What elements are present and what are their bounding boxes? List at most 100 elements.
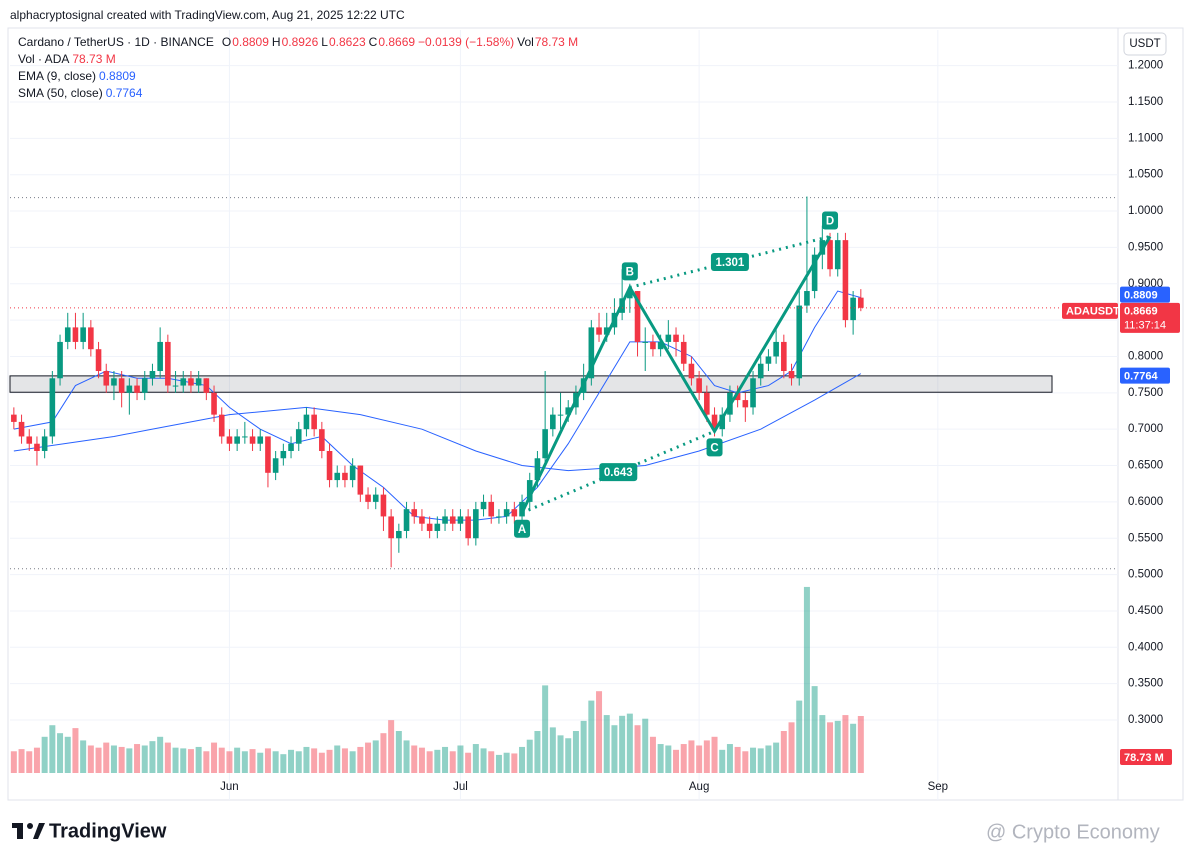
volume-bar <box>842 715 849 773</box>
candle-body <box>542 429 548 459</box>
volume-bar <box>634 725 641 773</box>
volume-bar <box>726 744 733 773</box>
candle-body <box>88 327 94 350</box>
x-tick-label: Sep <box>928 781 948 793</box>
volume-bar <box>773 742 780 773</box>
volume-bar <box>649 736 656 773</box>
legend-ema: EMA (9, close) 0.8809 <box>18 68 581 85</box>
volume-bar <box>719 749 726 773</box>
volume-bar <box>226 751 233 773</box>
candle-body <box>449 516 456 524</box>
volume-bar <box>734 746 741 773</box>
footer-logo: TradingView <box>49 820 167 842</box>
volume-bar <box>711 736 718 773</box>
volume-bar <box>542 685 549 773</box>
currency-button[interactable] <box>1123 32 1167 56</box>
sma-value: 0.7764 <box>105 86 143 100</box>
y-tick-label: 0.6500 <box>1128 460 1163 472</box>
volume-bar <box>472 744 479 773</box>
candle-body <box>788 371 795 379</box>
candle-body <box>642 341 649 343</box>
y-tick-label: 0.3500 <box>1128 678 1163 690</box>
volume-bar <box>110 745 117 773</box>
volume-bar <box>657 744 664 773</box>
candle-body <box>157 341 163 372</box>
candle-body <box>734 392 741 401</box>
candle-body <box>141 378 148 393</box>
candle-body <box>242 436 248 438</box>
ema-name: EMA (9, close) <box>18 69 97 83</box>
candle-body <box>834 240 841 270</box>
candle-body <box>172 385 179 387</box>
volume-bar <box>495 754 502 773</box>
volume-bar <box>64 736 71 773</box>
y-tick-label: 0.4000 <box>1128 641 1163 653</box>
ohlc-value: 0.8926 <box>281 35 319 49</box>
candle-body <box>18 421 25 437</box>
y-tick-label: 0.5000 <box>1128 569 1163 581</box>
volume-bar <box>426 751 433 773</box>
volume-tag-box <box>1120 749 1172 765</box>
volume-bar <box>696 745 703 773</box>
candle-body <box>603 327 610 335</box>
candle-body <box>57 341 63 379</box>
candle-body <box>34 443 40 451</box>
candle-body <box>118 378 125 393</box>
y-tick-label: 1.1000 <box>1128 132 1163 144</box>
candle-body <box>519 501 525 517</box>
volume-bar <box>195 746 202 773</box>
candle-body <box>126 385 133 393</box>
sma-line <box>13 373 862 472</box>
ema-line <box>13 290 861 521</box>
volume-bar <box>673 749 680 773</box>
volume-bar <box>26 751 33 773</box>
volume-bar <box>172 747 179 773</box>
candle-body <box>496 516 502 518</box>
candle-body <box>850 297 856 321</box>
volume-bar <box>418 747 425 773</box>
volume-bar <box>357 746 364 773</box>
candle-body <box>557 414 564 416</box>
volume-bar <box>157 736 164 773</box>
volume-bar <box>249 749 256 773</box>
legend-main: Cardano / TetherUS · 1D · BINANCE O0.8809… <box>18 34 581 51</box>
legend: Cardano / TetherUS · 1D · BINANCE O0.8809… <box>18 34 581 102</box>
volume-bar <box>33 747 40 773</box>
candle-body <box>665 334 672 342</box>
candle-body <box>473 509 479 539</box>
candle-body <box>165 341 171 386</box>
volume-bar <box>526 739 533 773</box>
candle-body <box>95 349 102 372</box>
candle-body <box>311 414 317 430</box>
candle-body <box>634 291 641 342</box>
x-tick-label: Aug <box>689 781 709 793</box>
volume-bar <box>372 740 379 773</box>
volume-bar <box>141 745 148 773</box>
candle-body <box>688 363 695 379</box>
volume-bar <box>811 686 818 773</box>
volume-bar <box>665 745 672 773</box>
volume-bar <box>642 718 649 773</box>
volume-bar <box>403 740 410 773</box>
currency-label: USDT <box>1129 38 1160 50</box>
candle-body <box>596 327 602 335</box>
symbol-tag-box <box>1062 302 1118 319</box>
candle-body <box>565 407 572 415</box>
volume-bar <box>788 722 795 773</box>
volume-bar <box>257 752 264 773</box>
candle-body <box>719 414 726 430</box>
candle-body <box>357 465 364 495</box>
candle-body <box>403 509 410 531</box>
candle-body <box>380 494 387 517</box>
point-label: B <box>626 266 634 278</box>
volume-bar <box>511 753 518 773</box>
volume-bar <box>827 722 834 773</box>
candle-body <box>480 501 487 510</box>
volume-bar <box>388 720 395 773</box>
volume-bar <box>280 754 287 773</box>
candle-body <box>111 378 117 386</box>
candle-body <box>388 516 394 539</box>
candle-body <box>295 429 302 444</box>
volume-bar <box>588 700 595 773</box>
